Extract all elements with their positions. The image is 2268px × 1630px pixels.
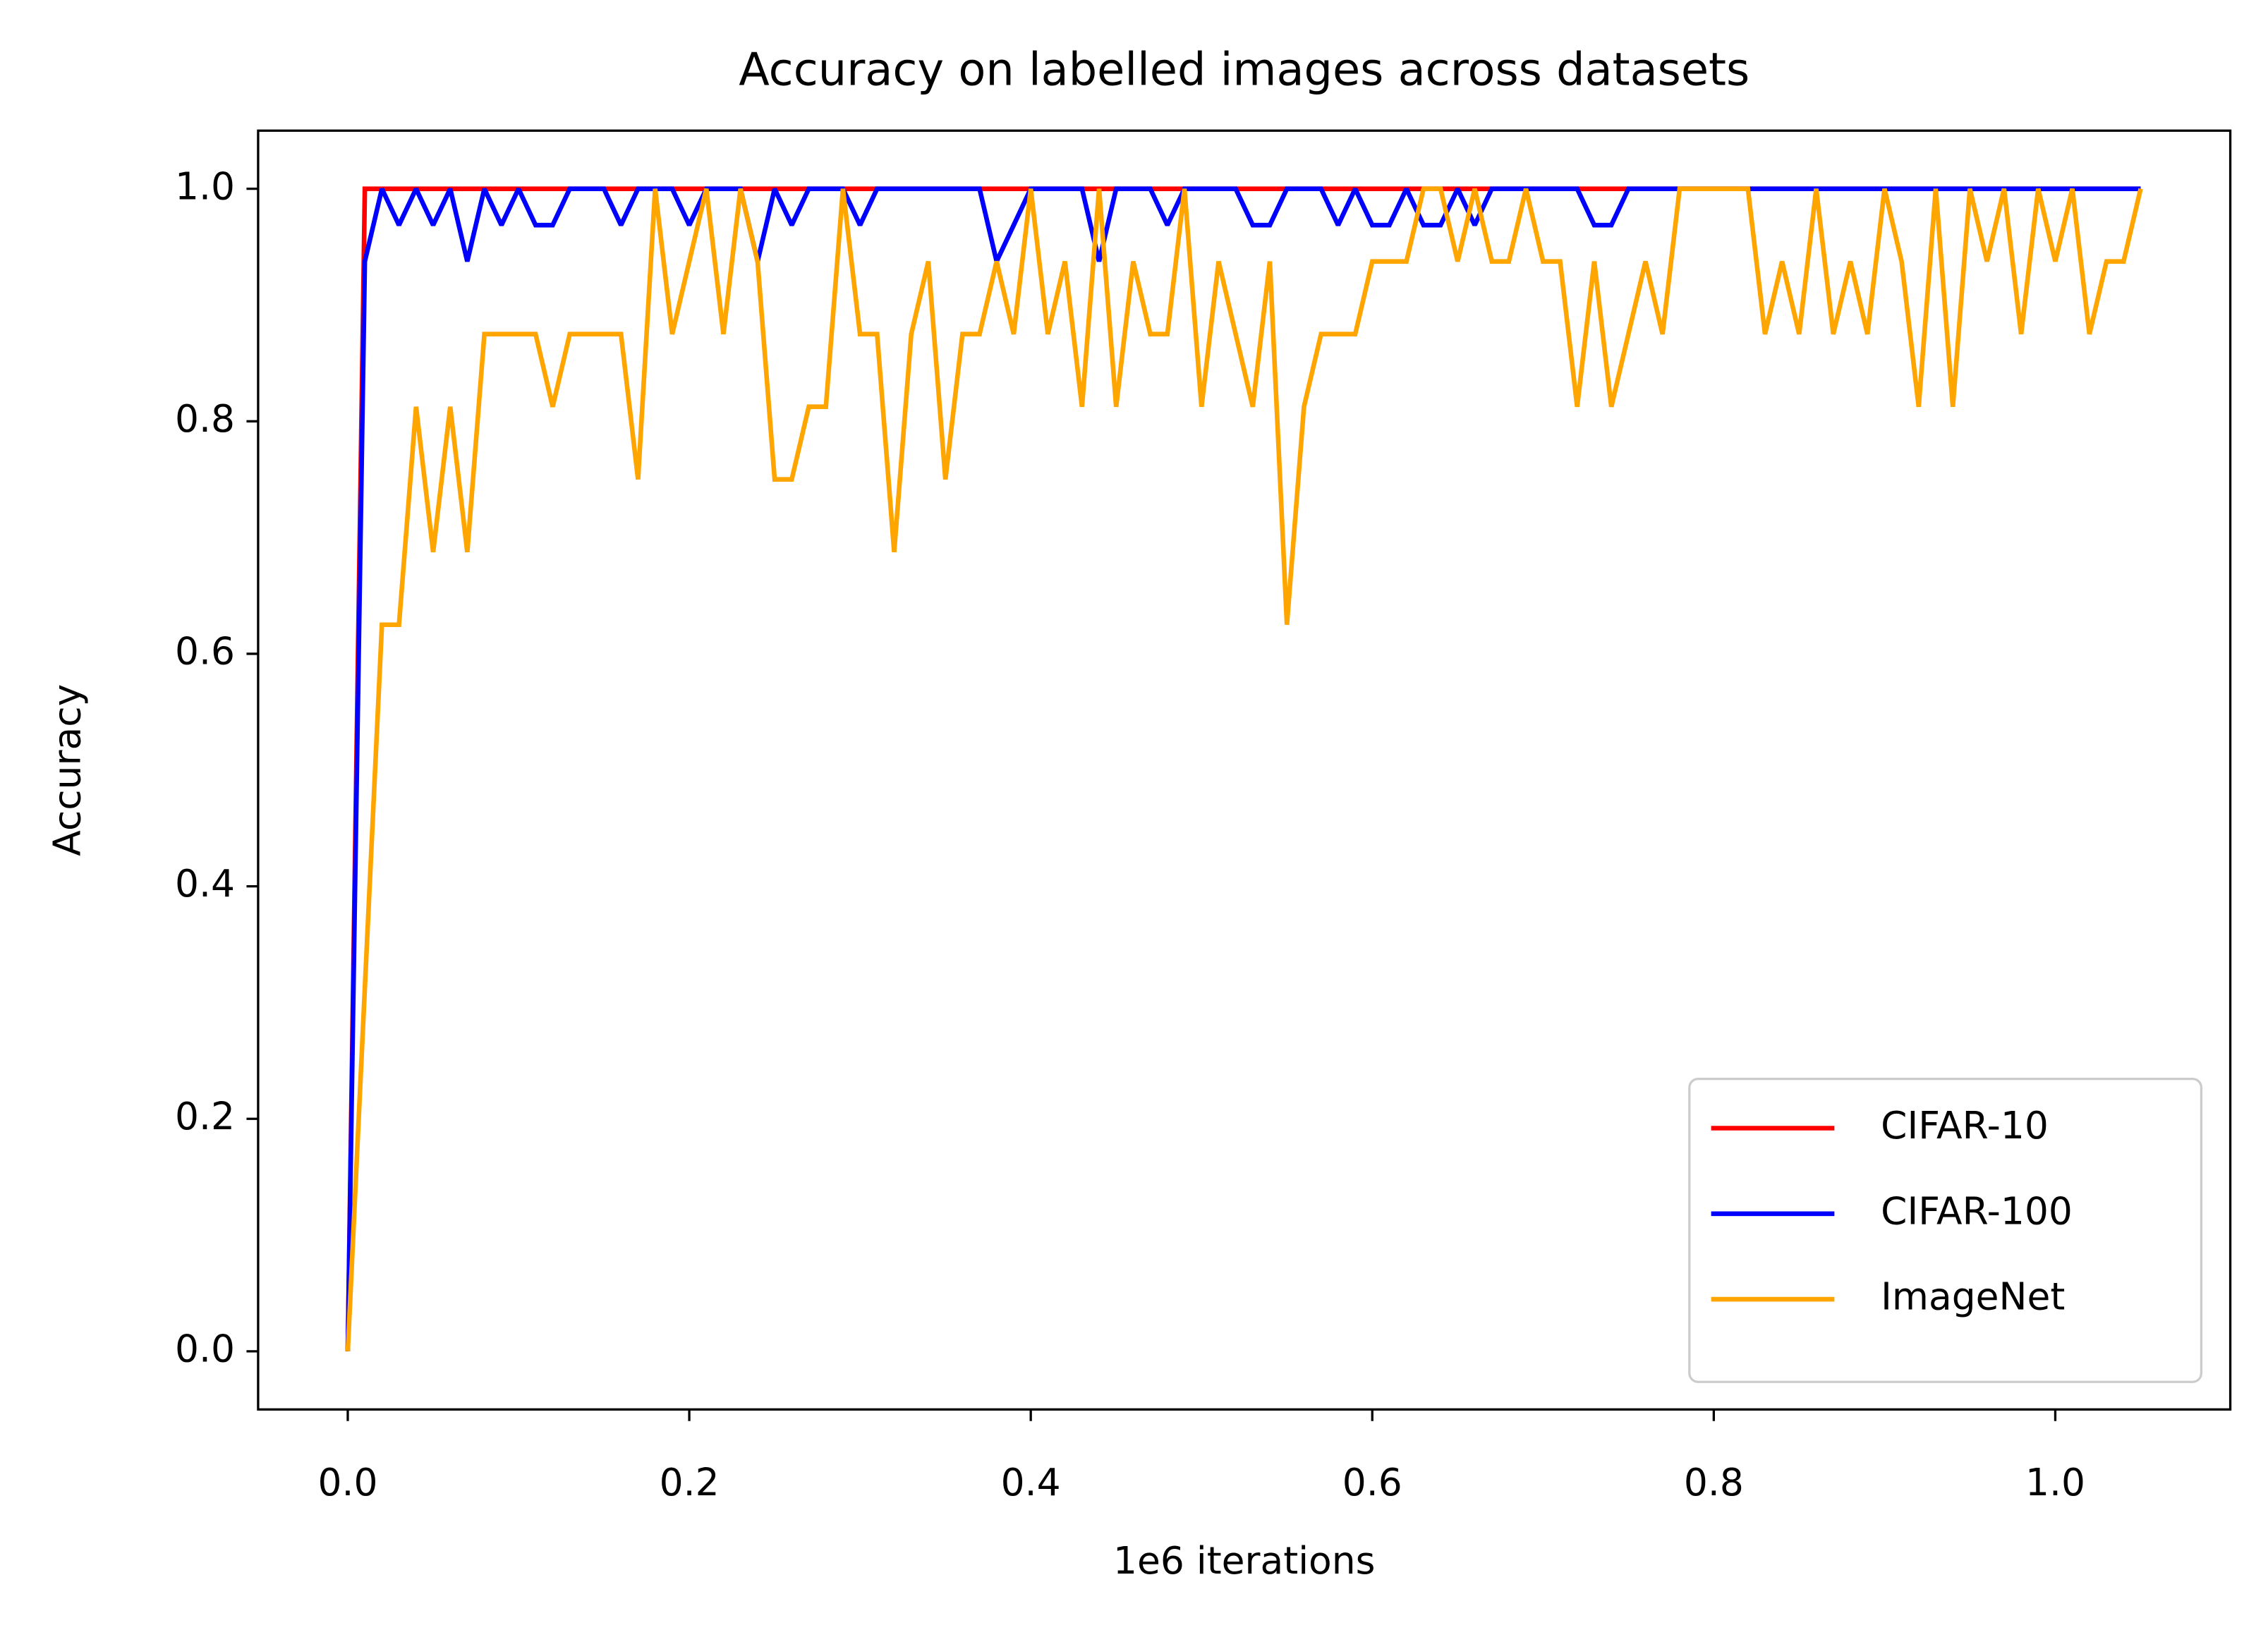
x-axis-label: 1e6 iterations xyxy=(1113,1538,1375,1583)
x-tick-label: 1.0 xyxy=(2025,1460,2085,1504)
y-axis-label: Accuracy xyxy=(44,684,89,856)
y-tick-label: 0.8 xyxy=(175,396,235,441)
legend-label: CIFAR-10 xyxy=(1881,1103,2049,1148)
legend-label: CIFAR-100 xyxy=(1881,1188,2073,1233)
series-line xyxy=(345,186,2141,1351)
y-tick-label: 0.4 xyxy=(175,861,235,906)
legend: CIFAR-10 CIFAR-100 ImageNet xyxy=(1688,1077,2203,1383)
series-line xyxy=(345,186,2143,1352)
y-tick-label: 1.0 xyxy=(175,164,235,208)
x-tick-label: 0.6 xyxy=(1342,1460,1402,1504)
x-tick-label: 0.8 xyxy=(1684,1460,1744,1504)
chart-title: Accuracy on labelled images across datas… xyxy=(739,44,1749,97)
plot-frame xyxy=(257,129,2232,1411)
x-tick-label: 0.2 xyxy=(660,1460,720,1504)
legend-label: ImageNet xyxy=(1881,1275,2065,1319)
legend-box xyxy=(1688,1077,2203,1383)
y-tick-label: 0.2 xyxy=(175,1094,235,1138)
x-tick-label: 0.4 xyxy=(1001,1460,1061,1504)
y-tick-label: 0.0 xyxy=(175,1327,235,1371)
y-tick-label: 0.6 xyxy=(175,629,235,674)
x-tick-label: 0.0 xyxy=(317,1460,377,1504)
